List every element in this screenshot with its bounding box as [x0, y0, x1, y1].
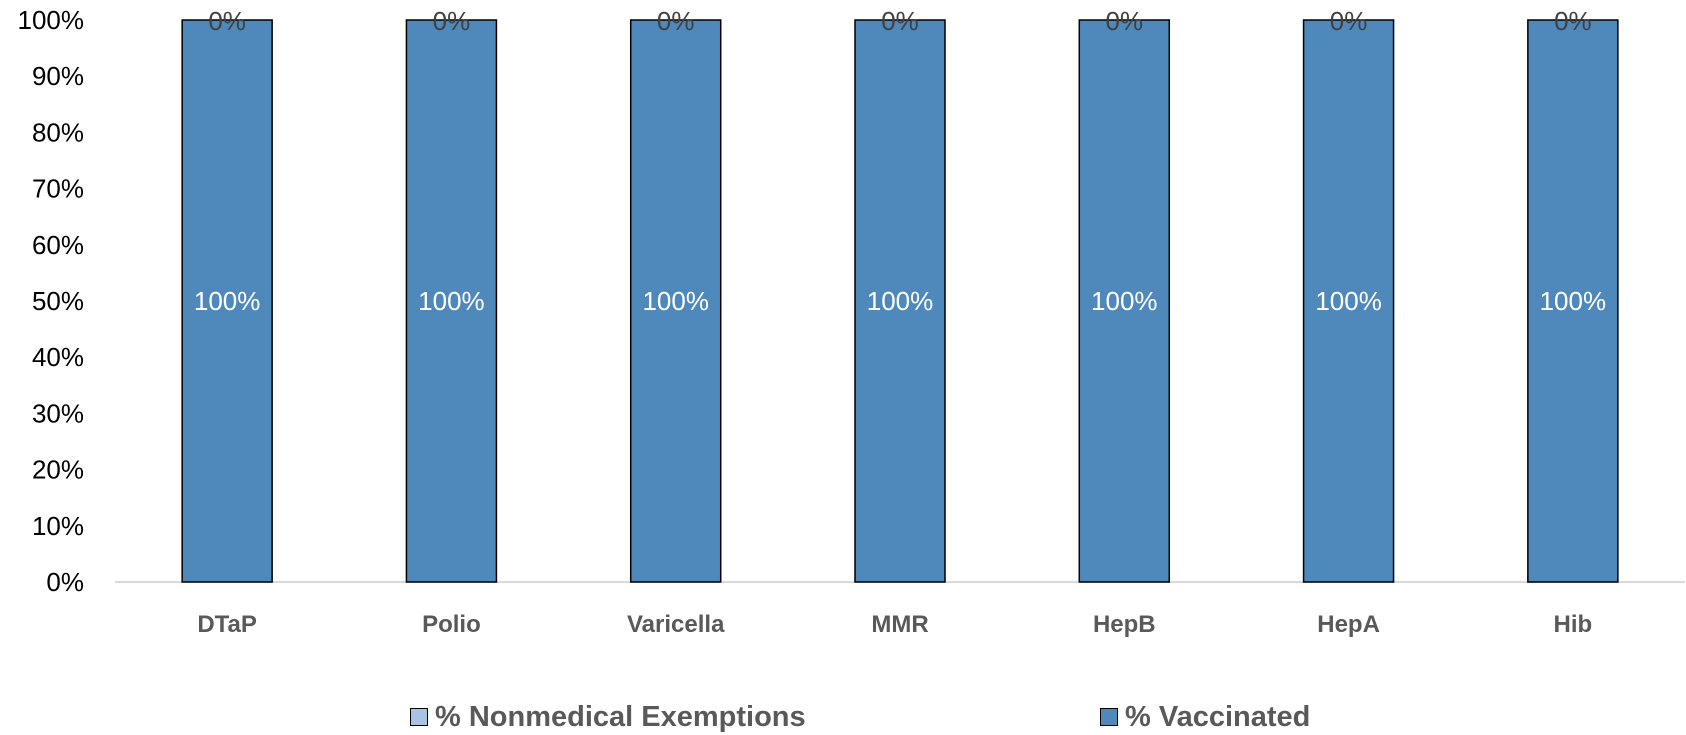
legend-item-vaccinated: % Vaccinated: [1100, 700, 1310, 734]
y-tick-label: 100%: [18, 5, 85, 35]
y-tick-label: 0%: [46, 567, 84, 597]
legend-label-vaccinated: % Vaccinated: [1125, 700, 1311, 733]
data-label-vaccinated: 100%: [642, 286, 709, 316]
bar-vaccinated: [1527, 19, 1619, 583]
data-label-nonmedical-exemptions: 0%: [1330, 6, 1368, 36]
data-label-nonmedical-exemptions: 0%: [1105, 6, 1143, 36]
bar-vaccinated: [405, 19, 498, 583]
y-tick-label: 90%: [32, 61, 84, 91]
data-label-vaccinated: 100%: [1315, 286, 1382, 316]
x-category-label: Hib: [1554, 611, 1593, 638]
x-category-label: Polio: [422, 611, 481, 638]
y-tick-label: 40%: [32, 342, 84, 372]
data-label-vaccinated: 100%: [867, 286, 934, 316]
x-category-label: HepA: [1317, 611, 1380, 638]
y-tick-label: 30%: [32, 398, 84, 428]
data-label-vaccinated: 100%: [1091, 286, 1158, 316]
bar-vaccinated: [1302, 19, 1395, 583]
y-tick-label: 20%: [32, 455, 84, 485]
legend-item-nonmedical-exemptions: % Nonmedical Exemptions: [410, 700, 806, 734]
y-tick-label: 60%: [32, 230, 84, 260]
data-label-nonmedical-exemptions: 0%: [657, 6, 695, 36]
legend-swatch-vaccinated: [1100, 708, 1118, 726]
bar-vaccinated: [854, 19, 946, 583]
bar-vaccinated: [629, 19, 722, 583]
y-tick-label: 10%: [32, 511, 84, 541]
data-label-nonmedical-exemptions: 0%: [433, 6, 471, 36]
y-tick-label: 80%: [32, 117, 84, 147]
data-label-nonmedical-exemptions: 0%: [1554, 6, 1592, 36]
x-category-label: MMR: [871, 611, 928, 638]
data-label-vaccinated: 100%: [418, 286, 485, 316]
x-category-label: Varicella: [627, 611, 725, 638]
data-label-vaccinated: 100%: [194, 286, 261, 316]
data-label-vaccinated: 100%: [1540, 286, 1607, 316]
bar-vaccinated: [1078, 19, 1171, 583]
bar-vaccinated: [181, 19, 273, 583]
y-tick-label: 50%: [32, 286, 84, 316]
legend-label-nonmedical-exemptions: % Nonmedical Exemptions: [435, 700, 806, 733]
data-label-nonmedical-exemptions: 0%: [208, 6, 246, 36]
data-label-nonmedical-exemptions: 0%: [881, 6, 919, 36]
y-tick-label: 70%: [32, 174, 84, 204]
x-category-label: DTaP: [197, 611, 257, 638]
x-category-label: HepB: [1093, 611, 1156, 638]
legend-swatch-nonmedical-exemptions: [410, 708, 428, 726]
